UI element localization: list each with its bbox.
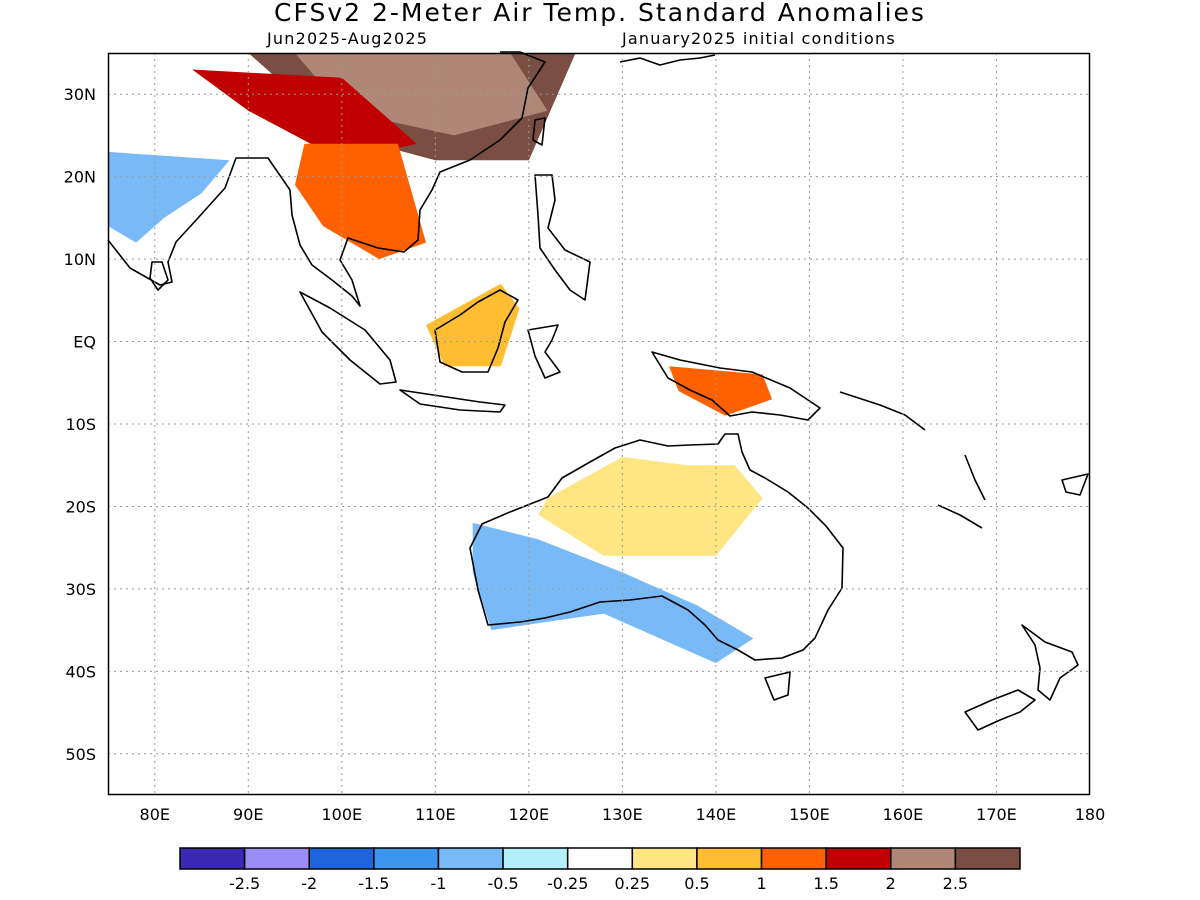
colorbar-swatch bbox=[243, 847, 310, 870]
anomaly-region-himalaya-band bbox=[192, 69, 417, 161]
colorbar-swatch bbox=[696, 847, 763, 870]
map-frame bbox=[107, 52, 1091, 796]
lon-label: 130E bbox=[602, 805, 643, 824]
coastline-australia bbox=[469, 433, 844, 661]
coastline-philippines bbox=[534, 174, 591, 301]
longitude-labels: 80E 90E 100E 110E 120E 130E 140E 150E 160E 170E 18… bbox=[140, 805, 1106, 824]
coastline-tasmania bbox=[764, 671, 791, 701]
lon-label: 170E bbox=[976, 805, 1017, 824]
forecast-period: Jun2025-Aug2025 bbox=[267, 29, 429, 48]
lat-label: 20N bbox=[64, 168, 96, 187]
lon-label: 150E bbox=[789, 805, 830, 824]
coastline-sumatra bbox=[299, 291, 397, 385]
colorbar-swatch bbox=[825, 847, 892, 870]
coastlines bbox=[107, 51, 1089, 731]
colorbar-swatch bbox=[179, 847, 246, 870]
anomaly-region-new-guinea bbox=[669, 366, 772, 416]
colorbar-labels: -2.5 -2 -1.5 -1 -0.5 -0.25 0.25 0.5 1 1.5 2 2.5 bbox=[229, 874, 968, 893]
coastline-new-caledonia bbox=[937, 504, 983, 529]
colorbar-swatch bbox=[954, 847, 1021, 870]
lat-label: 10S bbox=[65, 415, 96, 434]
coastline-fiji bbox=[1061, 473, 1089, 496]
anomaly-region-borneo bbox=[426, 283, 520, 367]
lon-label: 120E bbox=[509, 805, 550, 824]
coastline-vanuatu bbox=[964, 454, 986, 501]
initial-conditions: January2025 initial conditions bbox=[622, 29, 896, 48]
lat-label: EQ bbox=[73, 333, 96, 352]
colorbar-swatch bbox=[890, 847, 957, 870]
latitude-labels: 30N 20N 10N EQ 10S 20S 30S 40S 50S bbox=[64, 85, 96, 764]
lon-label: 100E bbox=[321, 805, 362, 824]
coastline-sulawesi bbox=[527, 324, 561, 379]
lon-label: 160E bbox=[883, 805, 924, 824]
lat-label: 10N bbox=[64, 250, 96, 269]
colorbar-label: -2.5 bbox=[229, 874, 260, 893]
lon-label: 110E bbox=[415, 805, 456, 824]
colorbar-swatch bbox=[308, 847, 375, 870]
colorbar-swatch bbox=[502, 847, 569, 870]
colorbar-label: 2 bbox=[886, 874, 896, 893]
colorbar-label: 1.5 bbox=[813, 874, 838, 893]
lat-label: 30S bbox=[65, 580, 96, 599]
colorbar-swatch bbox=[760, 847, 827, 870]
lat-label: 50S bbox=[65, 745, 96, 764]
graticule bbox=[108, 53, 1090, 795]
coastline-sri-lanka bbox=[149, 261, 169, 291]
colorbar-swatch bbox=[631, 847, 698, 870]
coastline-taiwan bbox=[532, 117, 546, 146]
colorbar-label: -2 bbox=[301, 874, 317, 893]
coastline-new-zealand-south bbox=[964, 689, 1036, 731]
anomaly-region-west-australia bbox=[472, 522, 754, 664]
lon-label: 140E bbox=[696, 805, 737, 824]
anomaly-shading bbox=[108, 53, 772, 664]
coastline-new-zealand-north bbox=[1021, 624, 1079, 701]
colorbar-label: -1.5 bbox=[358, 874, 389, 893]
coastline-new-guinea bbox=[651, 351, 821, 421]
coastline-java bbox=[399, 389, 506, 413]
lon-label: 180 bbox=[1075, 805, 1106, 824]
colorbar-swatch bbox=[437, 847, 504, 870]
lon-label: 90E bbox=[233, 805, 263, 824]
chart-title: CFSv2 2-Meter Air Temp. Standard Anomali… bbox=[274, 0, 926, 27]
coastline-japan bbox=[619, 54, 716, 66]
coastline-borneo bbox=[434, 289, 519, 373]
colorbar-label: 1 bbox=[756, 874, 766, 893]
lat-label: 20S bbox=[65, 497, 96, 516]
colorbar-swatch bbox=[566, 847, 634, 870]
colorbar bbox=[179, 847, 1021, 870]
colorbar-label: 0.25 bbox=[614, 874, 650, 893]
lat-label: 30N bbox=[64, 85, 96, 104]
lon-label: 80E bbox=[140, 805, 170, 824]
anomaly-region-north-australia bbox=[538, 457, 763, 556]
coastline-solomons bbox=[839, 391, 926, 431]
colorbar-label: -0.5 bbox=[487, 874, 518, 893]
anomaly-region-india bbox=[108, 151, 230, 243]
colorbar-label: 0.5 bbox=[684, 874, 709, 893]
coastline-asia bbox=[107, 51, 546, 307]
anomaly-region-indochina bbox=[295, 143, 426, 260]
colorbar-label: 2.5 bbox=[943, 874, 968, 893]
lat-label: 40S bbox=[65, 662, 96, 681]
colorbar-label: -1 bbox=[430, 874, 446, 893]
colorbar-swatch bbox=[373, 847, 440, 870]
colorbar-label: -0.25 bbox=[547, 874, 588, 893]
